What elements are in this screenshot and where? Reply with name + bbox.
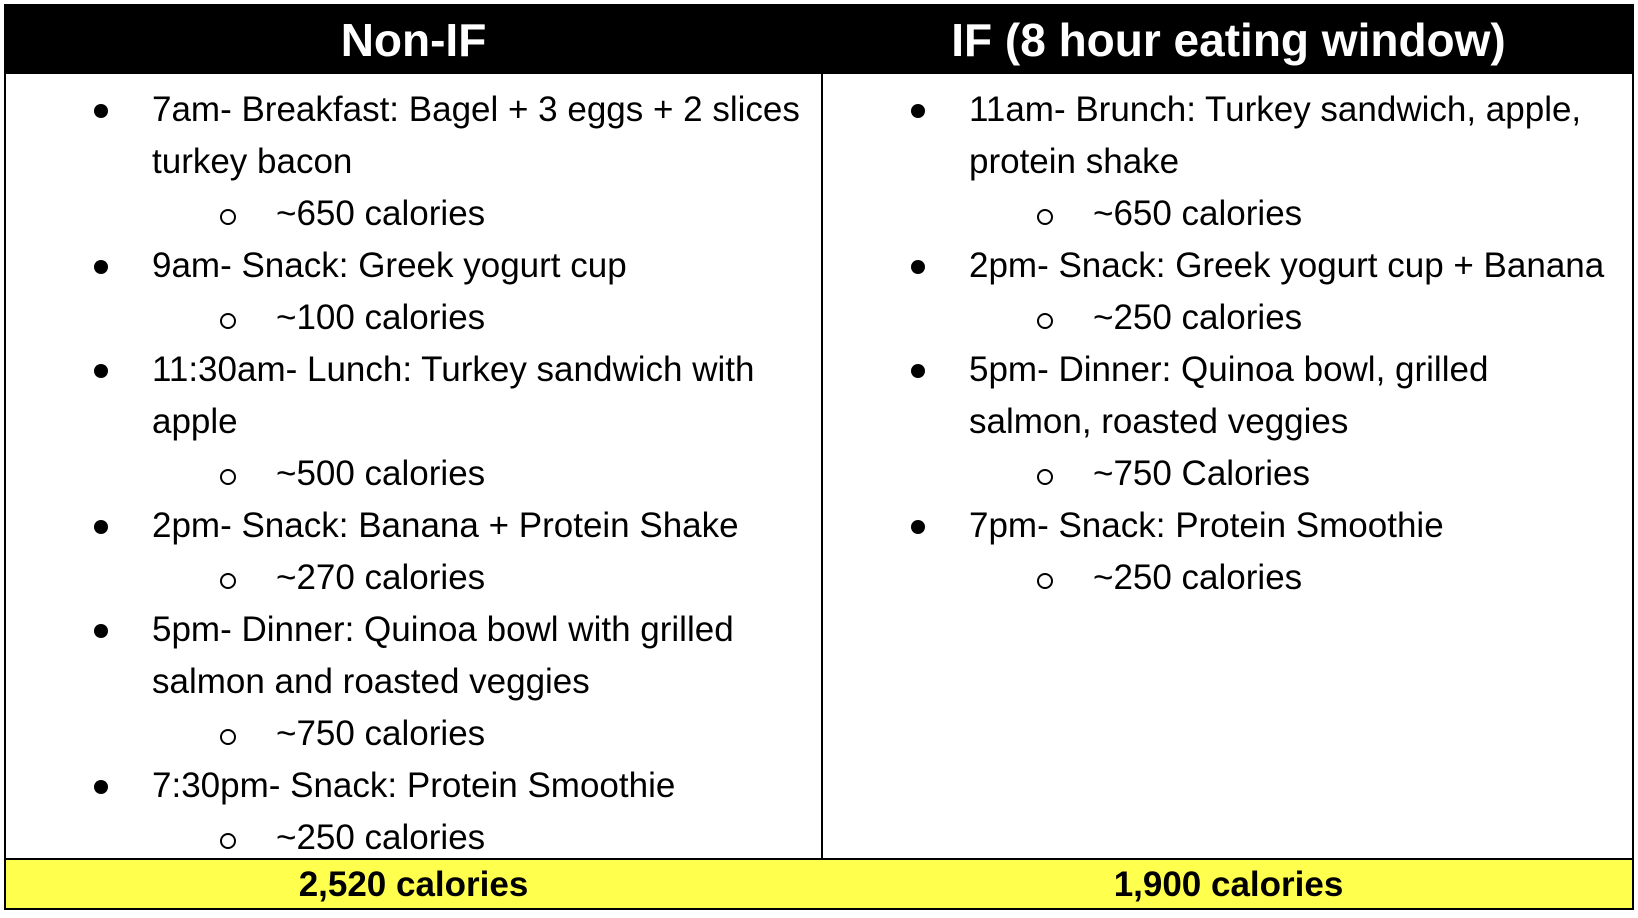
meal-text: 2pm- Snack: Banana + Protein Shake (152, 506, 739, 545)
bullet-icon (911, 104, 925, 118)
total-non-if: 2,520 calories (298, 865, 529, 904)
list-item: 7:30pm- Snack: Protein Smoothie ~250 cal… (6, 760, 821, 864)
circle-bullet-icon (1037, 469, 1053, 485)
meal-text: 11am- Brunch: Turkey sandwich, apple, pr… (969, 90, 1582, 181)
list-item: 11:30am- Lunch: Turkey sandwich with app… (6, 344, 821, 500)
meal-calories: ~500 calories (276, 454, 486, 493)
bullet-icon (911, 260, 925, 274)
meal-text: 7:30pm- Snack: Protein Smoothie (152, 766, 676, 805)
bullet-icon (911, 520, 925, 534)
circle-bullet-icon (220, 833, 236, 849)
meal-calories: ~270 calories (276, 558, 486, 597)
circle-bullet-icon (220, 469, 236, 485)
circle-bullet-icon (220, 313, 236, 329)
meal-text: 5pm- Dinner: Quinoa bowl, grilled salmon… (969, 350, 1489, 441)
meal-text: 7pm- Snack: Protein Smoothie (969, 506, 1444, 545)
circle-bullet-icon (1037, 573, 1053, 589)
circle-bullet-icon (220, 209, 236, 225)
bullet-icon (911, 364, 925, 378)
list-item: 2pm- Snack: Greek yogurt cup + Banana ~2… (823, 240, 1634, 344)
bullet-icon (94, 260, 108, 274)
bullet-icon (94, 780, 108, 794)
meal-calories: ~250 calories (1093, 558, 1303, 597)
circle-bullet-icon (220, 573, 236, 589)
bullet-icon (94, 364, 108, 378)
bullet-icon (94, 624, 108, 638)
meal-text: 9am- Snack: Greek yogurt cup (152, 246, 627, 285)
if-column: 11am- Brunch: Turkey sandwich, apple, pr… (823, 74, 1634, 860)
meal-calories: ~100 calories (276, 298, 486, 337)
meal-calories: ~250 calories (1093, 298, 1303, 337)
meal-text: 2pm- Snack: Greek yogurt cup + Banana (969, 246, 1605, 285)
meal-calories: ~750 Calories (1093, 454, 1310, 493)
bullet-icon (94, 520, 108, 534)
list-item: 9am- Snack: Greek yogurt cup ~100 calori… (6, 240, 821, 344)
meal-calories: ~650 calories (1093, 194, 1303, 233)
meal-calories: ~750 calories (276, 714, 486, 753)
circle-bullet-icon (220, 729, 236, 745)
list-item: 11am- Brunch: Turkey sandwich, apple, pr… (823, 84, 1634, 240)
meal-calories: ~650 calories (276, 194, 486, 233)
list-item: 5pm- Dinner: Quinoa bowl, grilled salmon… (823, 344, 1634, 500)
list-item: 5pm- Dinner: Quinoa bowl with grilled sa… (6, 604, 821, 760)
circle-bullet-icon (1037, 209, 1053, 225)
list-item: 7pm- Snack: Protein Smoothie ~250 calori… (823, 500, 1634, 604)
header-non-if: Non-IF (340, 14, 487, 66)
circle-bullet-icon (1037, 313, 1053, 329)
meal-calories: ~250 calories (276, 818, 486, 857)
non-if-column: 7am- Breakfast: Bagel + 3 eggs + 2 slice… (6, 74, 821, 860)
meal-text: 5pm- Dinner: Quinoa bowl with grilled sa… (152, 610, 734, 701)
bullet-icon (94, 104, 108, 118)
header-if: IF (8 hour eating window) (951, 14, 1506, 66)
table-header-row: Non-IF IF (8 hour eating window) (6, 6, 1632, 74)
list-item: 2pm- Snack: Banana + Protein Shake ~270 … (6, 500, 821, 604)
list-item: 7am- Breakfast: Bagel + 3 eggs + 2 slice… (6, 84, 821, 240)
meal-comparison-table: Non-IF IF (8 hour eating window) 7am- Br… (4, 4, 1634, 910)
column-divider (821, 74, 823, 910)
meal-text: 7am- Breakfast: Bagel + 3 eggs + 2 slice… (152, 90, 800, 181)
meal-text: 11:30am- Lunch: Turkey sandwich with app… (152, 350, 755, 441)
totals-row: 2,520 calories 1,900 calories (6, 858, 1632, 908)
total-if: 1,900 calories (1113, 865, 1344, 904)
